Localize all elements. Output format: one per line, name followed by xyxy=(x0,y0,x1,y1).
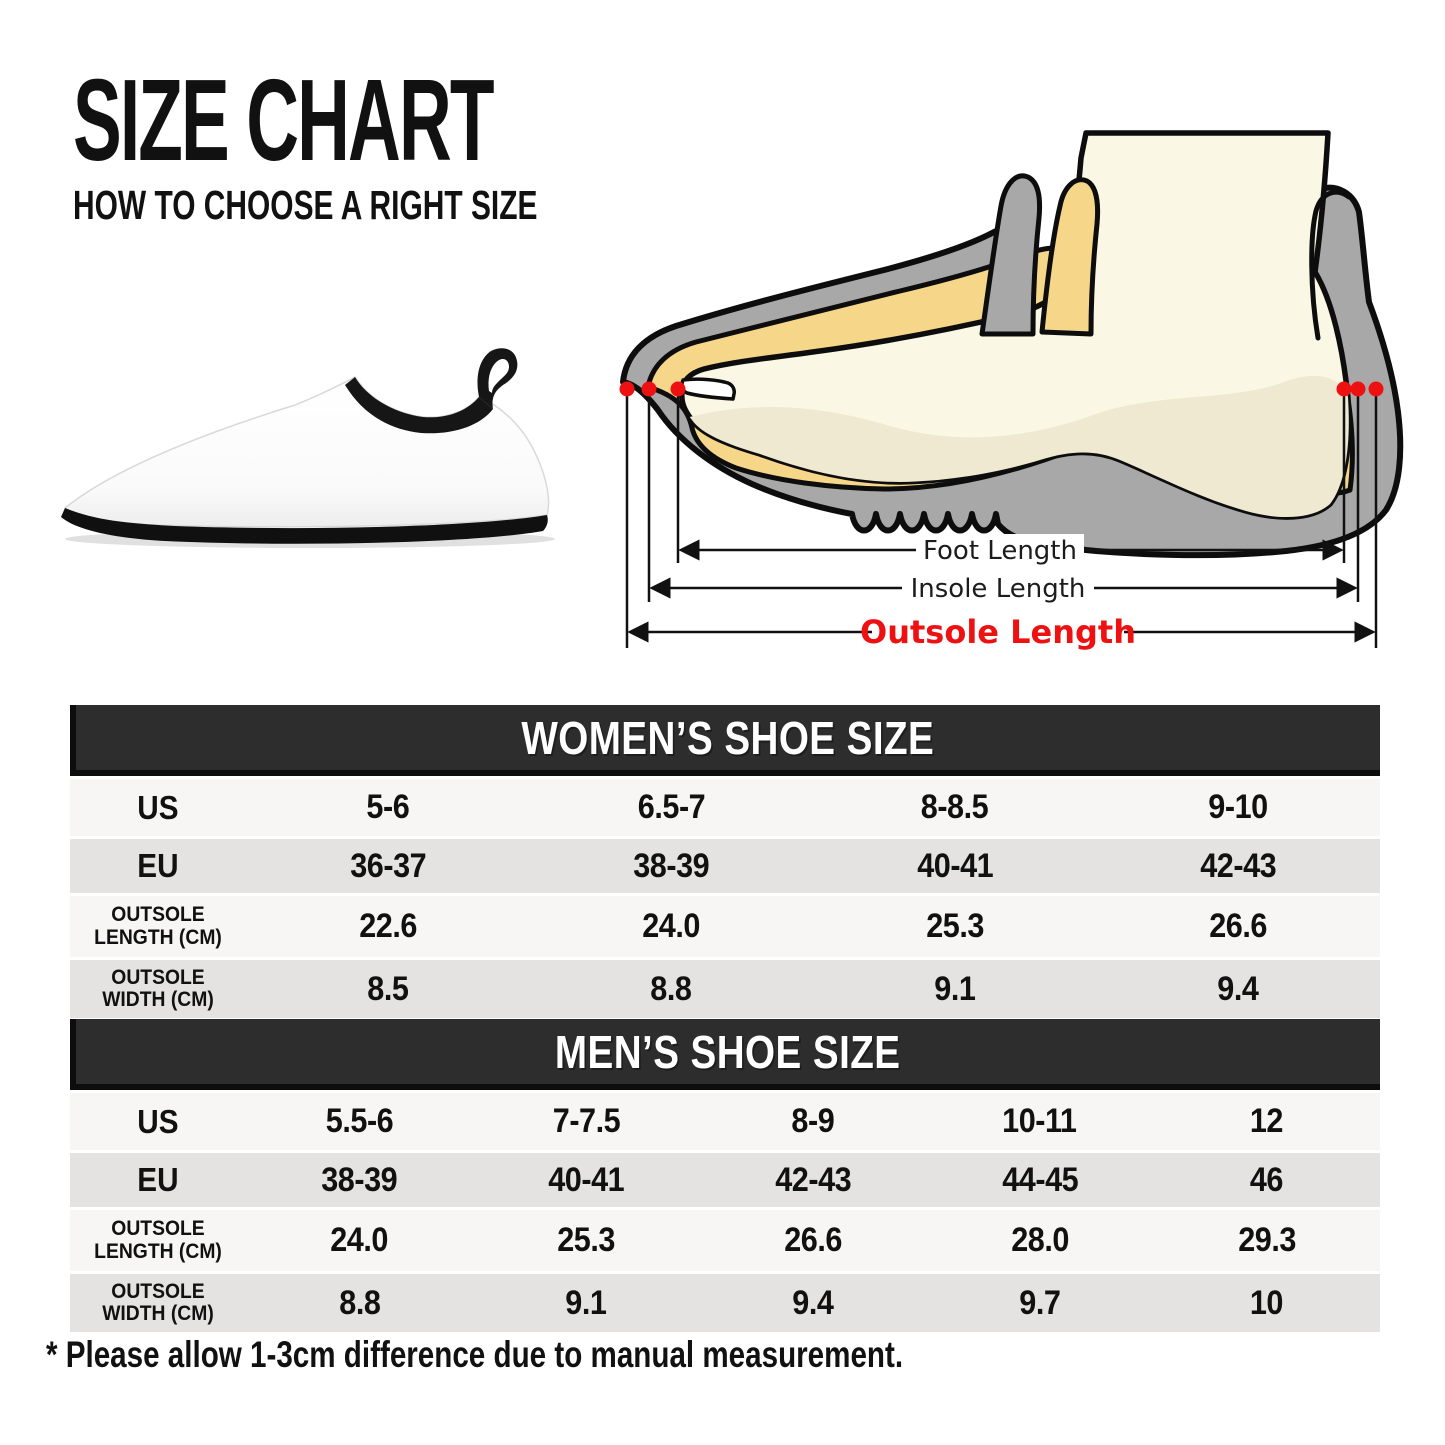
size-value: 36-37 xyxy=(349,846,426,885)
marker-dot xyxy=(1336,381,1352,397)
shoe-ankle-tab xyxy=(979,173,1043,337)
row-label: OUTSOLE WIDTH (CM) xyxy=(102,965,214,1011)
table-row: EU 38-39 40-41 42-43 44-45 46 xyxy=(70,1153,1380,1207)
arrow-label-masks xyxy=(872,534,1124,653)
row-label: US xyxy=(137,788,179,826)
insole-length-label: Insole Length xyxy=(911,574,1086,604)
outsole-length-label: Outsole Length xyxy=(860,613,1136,651)
size-value: 6.5-7 xyxy=(637,788,706,826)
size-value: 9.4 xyxy=(792,1283,834,1322)
size-value: 44-45 xyxy=(1001,1160,1078,1199)
size-value: 40-41 xyxy=(916,846,993,885)
heel-collar-edge xyxy=(1309,189,1352,341)
size-value: 5.5-6 xyxy=(325,1102,394,1140)
size-value: 38-39 xyxy=(633,846,710,885)
size-value: 28.0 xyxy=(1010,1221,1069,1259)
size-value: 25.3 xyxy=(925,907,984,945)
table-row: OUTSOLE LENGTH (CM) 24.0 25.3 26.6 28.0 … xyxy=(70,1210,1380,1271)
size-value: 9-10 xyxy=(1208,788,1269,826)
table-row: US 5-6 6.5-7 8-8.5 9-10 xyxy=(70,779,1380,836)
row-label: OUTSOLE LENGTH (CM) xyxy=(94,1217,222,1263)
mens-table-header: MEN’S SHOE SIZE xyxy=(70,1019,1380,1090)
marker-dot xyxy=(1368,381,1384,397)
size-value: 10-11 xyxy=(1002,1102,1078,1140)
page-subtitle: HOW TO CHOOSE A RIGHT SIZE xyxy=(73,182,538,228)
size-value: 9.4 xyxy=(1217,969,1260,1008)
size-value: 8.8 xyxy=(650,969,693,1008)
table-row: US 5.5-6 7-7.5 8-9 10-11 12 xyxy=(70,1093,1380,1150)
marker-dot xyxy=(1350,381,1366,397)
size-value: 29.3 xyxy=(1237,1221,1296,1259)
row-label: OUTSOLE LENGTH (CM) xyxy=(94,903,222,949)
page-title: SIZE CHART xyxy=(73,55,494,185)
shoe-collar xyxy=(345,377,493,434)
size-value: 38-39 xyxy=(321,1160,398,1199)
size-value: 9.7 xyxy=(1019,1283,1061,1322)
table-row: EU 36-37 38-39 40-41 42-43 xyxy=(70,839,1380,893)
marker-dot xyxy=(670,381,686,397)
row-label: US xyxy=(137,1102,179,1140)
row-label: EU xyxy=(137,847,179,884)
size-value: 24.0 xyxy=(642,907,701,945)
size-value: 7-7.5 xyxy=(552,1102,620,1140)
foot-length-label: Foot Length xyxy=(923,536,1077,566)
table-row: OUTSOLE WIDTH (CM) 8.5 8.8 9.1 9.4 xyxy=(70,960,1380,1018)
measure-guides xyxy=(625,389,1378,648)
size-value: 46 xyxy=(1250,1160,1284,1199)
size-value: 26.6 xyxy=(1209,907,1268,945)
insole-ankle-tab xyxy=(1039,177,1101,337)
mens-size-table: MEN’S SHOE SIZE US 5.5-6 7-7.5 8-9 10-11… xyxy=(70,1019,1380,1332)
table-row: OUTSOLE WIDTH (CM) 8.8 9.1 9.4 9.7 10 xyxy=(70,1274,1380,1332)
marker-dot xyxy=(619,381,635,397)
womens-table-header: WOMEN’S SHOE SIZE xyxy=(70,705,1380,776)
size-value: 10 xyxy=(1250,1283,1284,1322)
shoe-heel-loop xyxy=(477,348,518,409)
size-value: 8-8.5 xyxy=(921,788,989,826)
size-value: 25.3 xyxy=(557,1221,616,1259)
size-value: 8-9 xyxy=(791,1102,835,1140)
size-value: 9.1 xyxy=(934,969,976,1008)
marker-dot xyxy=(641,381,657,397)
womens-table-title: WOMEN’S SHOE SIZE xyxy=(521,711,935,764)
size-value: 8.8 xyxy=(338,1283,381,1322)
womens-size-table: WOMEN’S SHOE SIZE US 5-6 6.5-7 8-8.5 9-1… xyxy=(70,705,1380,1018)
row-label: EU xyxy=(137,1161,179,1198)
measure-dots xyxy=(619,381,1384,397)
size-value: 12 xyxy=(1250,1102,1284,1140)
size-value: 26.6 xyxy=(784,1221,842,1259)
shoe-body xyxy=(63,376,550,528)
shoe-sole xyxy=(61,508,548,544)
size-value: 42-43 xyxy=(774,1160,851,1199)
size-value: 40-41 xyxy=(548,1160,625,1199)
size-value: 8.5 xyxy=(367,969,409,1008)
shoe-photo xyxy=(61,348,555,548)
size-value: 9.1 xyxy=(565,1283,608,1322)
size-value: 22.6 xyxy=(358,907,417,945)
size-value: 5-6 xyxy=(366,788,410,826)
size-value: 24.0 xyxy=(330,1221,389,1259)
title-block: SIZE CHART HOW TO CHOOSE A RIGHT SIZE xyxy=(73,62,739,229)
row-label: OUTSOLE WIDTH (CM) xyxy=(102,1279,214,1325)
foot-diagram: Foot Length Insole Length Outsole Length xyxy=(619,130,1404,653)
measurement-footnote: * Please allow 1-3cm difference due to m… xyxy=(46,1334,904,1375)
size-value: 42-43 xyxy=(1200,846,1277,885)
table-row: OUTSOLE LENGTH (CM) 22.6 24.0 25.3 26.6 xyxy=(70,896,1380,957)
mens-table-title: MEN’S SHOE SIZE xyxy=(555,1025,901,1078)
